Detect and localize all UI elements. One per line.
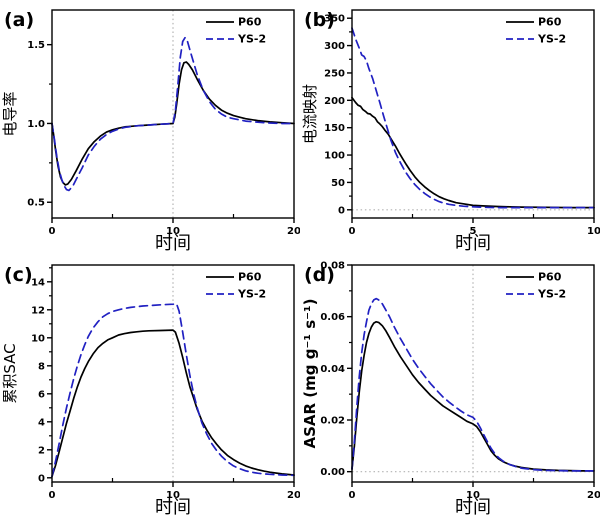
y-tick-label: 0.5 [27,198,45,209]
legend-label: YS-2 [537,33,566,46]
y-axis-label: 电导率 [1,91,19,136]
x-tick-label: 20 [287,490,300,501]
y-tick-label: 0.04 [320,364,345,375]
chart-d: 0 10 20 0.00 0.02 0.04 0.06 0.08 时间 ASAR (mg g⁻¹ … [301,261,600,519]
legend-label: P60 [538,16,562,29]
y-tick-label: 4 [38,417,45,428]
panel-label: (d) [304,264,335,286]
y-tick-label: 6 [38,389,45,400]
y-tick-label: 150 [324,123,345,134]
y-tick-label: 12 [31,305,45,316]
x-tick-label: 5 [470,226,477,237]
x-axis-label: 时间 [155,497,191,518]
chart-a: 0 10 20 0.5 1.0 1.5 时间 电导率 (a) P60 YS-2 [1,9,300,254]
y-tick-label: 0.08 [320,261,345,272]
y-tick-label: 14 [31,277,45,288]
series-line-p60 [351,320,595,472]
y-tick-label: 200 [324,96,345,107]
y-tick-label: 1.5 [27,40,45,51]
chart-c: 0 10 20 0 2 4 6 8 10 12 14 时间 累积SAC (c) P60 YS-2 [1,264,300,518]
x-tick-label: 0 [49,490,56,501]
legend-label: P60 [538,271,562,284]
y-tick-label: 350 [324,14,345,25]
panel-b: 0 5 10 0 50 100 150 200 250 300 350 时间 电流映射 (b) P60 YS-… [300,0,600,255]
y-tick-label: 1.0 [27,119,45,130]
y-tick-label: 100 [324,151,345,162]
y-axis-label: 电流映射 [301,84,319,144]
x-axis-label: 时间 [455,233,491,254]
y-tick-label: 8 [38,361,45,372]
y-tick-label: 0.02 [320,416,345,427]
x-tick-label: 0 [49,226,56,237]
y-tick-label: 0.06 [320,312,345,323]
series-line-ys-2 [351,297,595,472]
panel-d: 0 10 20 0.00 0.02 0.04 0.06 0.08 时间 ASAR (mg g⁻¹ … [300,255,600,519]
y-axis-label: ASAR (mg g⁻¹ s⁻¹) [301,299,319,449]
panel-c: 0 10 20 0 2 4 6 8 10 12 14 时间 累积SAC (c) P60 YS-2 [0,255,300,519]
x-tick-label: 10 [587,226,600,237]
series-line-ys-2 [51,303,295,478]
panel-label: (a) [4,9,34,31]
x-tick-label: 20 [287,226,300,237]
x-tick-label: 0 [349,490,356,501]
y-tick-label: 10 [31,333,45,344]
series-line-p60 [51,329,295,478]
panel-a: 0 10 20 0.5 1.0 1.5 时间 电导率 (a) P60 YS-2 [0,0,300,255]
y-tick-label: 0 [338,205,345,216]
y-axis-label: 累积SAC [1,343,19,403]
series-line-ys-2 [351,27,595,209]
x-tick-label: 10 [166,226,180,237]
panel-label: (b) [304,9,335,31]
y-tick-label: 250 [324,68,345,79]
x-axis-label: 时间 [455,497,491,518]
series-line-p60 [51,61,295,186]
legend-label: YS-2 [237,33,266,46]
legend-label: YS-2 [537,288,566,301]
panel-label: (c) [4,264,33,286]
x-tick-label: 20 [587,490,600,501]
x-tick-label: 10 [466,490,480,501]
y-tick-label: 2 [38,445,45,456]
x-tick-label: 0 [349,226,356,237]
y-tick-label: 0.00 [320,467,345,478]
y-tick-label: 50 [331,178,345,189]
x-axis-label: 时间 [155,233,191,254]
series-line-p60 [351,96,595,209]
legend-label: P60 [238,271,262,284]
y-tick-label: 300 [324,41,345,52]
series-line-ys-2 [51,36,295,192]
legend-label: P60 [238,16,262,29]
y-tick-label: 0 [38,473,45,484]
x-tick-label: 10 [166,490,180,501]
legend-label: YS-2 [237,288,266,301]
